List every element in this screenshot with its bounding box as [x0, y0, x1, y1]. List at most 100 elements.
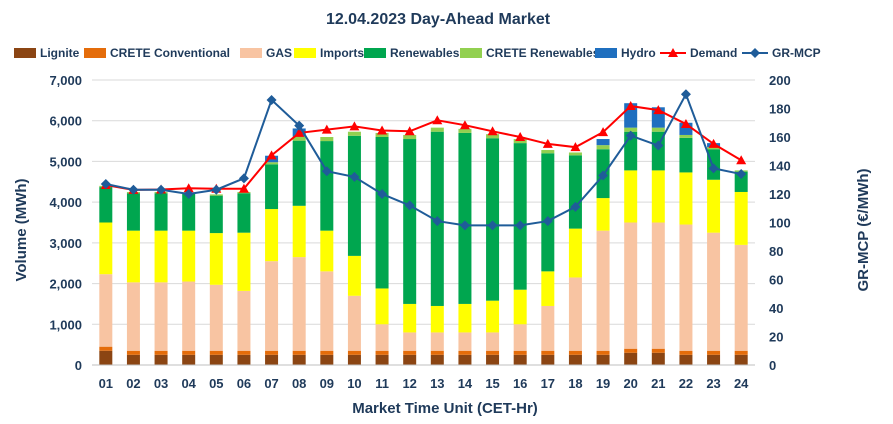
- bar-segment-hydro: [596, 139, 610, 146]
- bar-segment-lignite: [403, 354, 417, 365]
- x-tick-label: 05: [209, 376, 223, 391]
- demand-point: [432, 115, 443, 125]
- y-tick-label: 4,000: [49, 195, 82, 210]
- y2-axis-label: GR-MCP (€/MWh): [855, 168, 872, 291]
- y2-tick-label: 20: [769, 330, 783, 345]
- bar-segment-crete-conventional: [513, 350, 527, 355]
- bar-segment-imports: [403, 303, 417, 333]
- y2-tick-label: 120: [769, 187, 791, 202]
- bar-segment-gas: [513, 324, 527, 351]
- demand-point: [404, 126, 415, 136]
- gr-mcp-point: [321, 166, 332, 177]
- x-tick-label: 10: [347, 376, 361, 391]
- bar-segment-imports: [154, 230, 168, 283]
- bar-segment-crete-conventional: [403, 350, 417, 355]
- bar-segment-lignite: [596, 354, 610, 365]
- bar-segment-imports: [513, 289, 527, 325]
- x-tick-label: 01: [99, 376, 113, 391]
- x-tick-label: 02: [126, 376, 140, 391]
- bar-segment-renewables: [486, 138, 500, 301]
- y-tick-label: 2,000: [49, 277, 82, 292]
- bar-segment-gas: [734, 244, 748, 351]
- gr-mcp-point: [156, 184, 167, 195]
- y2-tick-label: 80: [769, 244, 783, 259]
- bar-segment-lignite: [126, 354, 140, 365]
- x-tick-label: 21: [651, 376, 665, 391]
- bar-segment-lignite: [292, 354, 306, 365]
- bar-segment-imports: [541, 271, 555, 306]
- bar-segment-gas: [320, 271, 334, 351]
- bar-segment-renewables: [99, 187, 113, 223]
- legend-swatch-crete-renewables: [460, 48, 482, 58]
- bar-segment-crete-conventional: [458, 350, 472, 355]
- bar-segment-renewables: [541, 153, 555, 272]
- bar-segment-renewables: [347, 135, 361, 256]
- bar-segment-gas: [541, 305, 555, 351]
- bar-segment-renewables: [292, 140, 306, 206]
- x-tick-label: 14: [458, 376, 473, 391]
- bar-segment-lignite: [320, 354, 334, 365]
- bar-segment-crete-renewables: [320, 137, 334, 142]
- bar-segment-crete-renewables: [265, 162, 279, 165]
- gr-mcp-point: [680, 89, 691, 100]
- bar-segment-lignite: [624, 352, 638, 365]
- bar-segment-crete-conventional: [99, 346, 113, 351]
- bar-segment-crete-conventional: [679, 350, 693, 355]
- bar-segment-gas: [679, 224, 693, 351]
- bar-segment-imports: [99, 222, 113, 275]
- bar-segment-gas: [651, 222, 665, 349]
- bar-segment-lignite: [99, 350, 113, 365]
- x-axis-label: Market Time Unit (CET-Hr): [352, 400, 538, 417]
- demand-point: [542, 138, 553, 148]
- axes: 01,0002,0003,0004,0005,0006,0007,0000204…: [49, 73, 790, 391]
- bar-segment-lignite: [513, 354, 527, 365]
- bar-segment-crete-conventional: [292, 350, 306, 355]
- demand-point: [377, 125, 388, 135]
- gr-mcp-point: [183, 189, 194, 199]
- bar-segment-crete-renewables: [347, 131, 361, 136]
- bar-segment-crete-conventional: [237, 350, 251, 355]
- bar-segment-crete-renewables: [403, 134, 417, 140]
- bar-segment-crete-renewables: [486, 134, 500, 139]
- bar-segment-renewables: [126, 193, 140, 231]
- bar-segment-lignite: [430, 354, 444, 365]
- legend-label-lignite: Lignite: [40, 46, 80, 60]
- y-axis-label: Volume (MWh): [13, 178, 30, 281]
- legend-label-crete-renewables: CRETE Renewables: [486, 46, 600, 60]
- bar-segment-lignite: [458, 354, 472, 365]
- bar-segment-lignite: [486, 354, 500, 365]
- legend-label-hydro: Hydro: [621, 46, 656, 60]
- bar-segment-imports: [596, 198, 610, 231]
- bar-segment-crete-renewables: [292, 136, 306, 141]
- bar-segment-renewables: [237, 193, 251, 233]
- y2-tick-label: 100: [769, 216, 791, 231]
- bar-segment-crete-conventional: [320, 350, 334, 355]
- gr-mcp-point: [128, 184, 139, 195]
- bar-segment-gas: [403, 332, 417, 351]
- bar-segment-renewables: [375, 137, 389, 289]
- y-tick-label: 7,000: [49, 73, 82, 88]
- bar-segment-renewables: [458, 132, 472, 304]
- bar-segment-crete-renewables: [541, 150, 555, 154]
- demand-point: [653, 105, 664, 115]
- bar-segment-crete-conventional: [707, 350, 721, 355]
- legend-swatch-gas: [240, 48, 262, 58]
- y2-tick-label: 160: [769, 130, 791, 145]
- bar-segment-crete-conventional: [596, 350, 610, 355]
- bar-segment-crete-renewables: [375, 132, 389, 137]
- x-tick-label: 03: [154, 376, 168, 391]
- bar-segment-crete-renewables: [651, 127, 665, 132]
- bar-segment-crete-conventional: [734, 350, 748, 355]
- demand-point: [736, 155, 747, 165]
- legend-swatch-crete-conventional: [84, 48, 106, 58]
- bar-segment-gas: [458, 332, 472, 351]
- bar-segment-lignite: [237, 354, 251, 365]
- gr-mcp-point: [515, 220, 526, 231]
- x-tick-label: 11: [375, 376, 389, 391]
- demand-point: [266, 150, 277, 160]
- bar-segment-imports: [679, 172, 693, 225]
- bar-segment-gas: [624, 222, 638, 349]
- bar-segment-crete-conventional: [541, 350, 555, 355]
- lines: [100, 89, 747, 231]
